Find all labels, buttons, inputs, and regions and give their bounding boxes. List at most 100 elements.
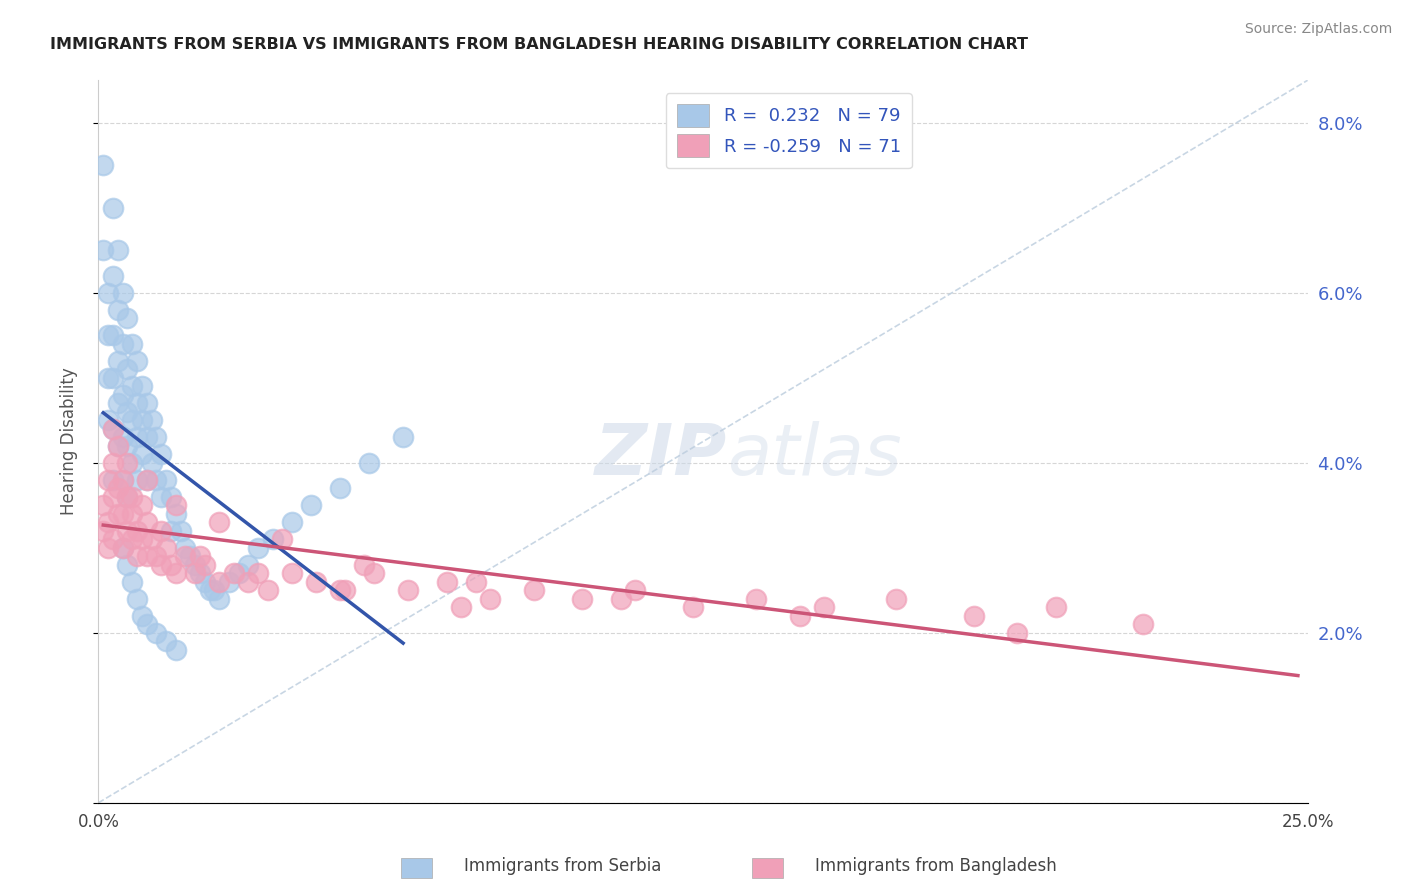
Point (571, 591, 593, 606)
Point (121, 413, 143, 427)
Point (111, 388, 134, 402)
Point (188, 549, 211, 564)
Point (131, 533, 153, 547)
Point (150, 447, 173, 461)
Point (101, 456, 124, 470)
Point (127, 549, 149, 564)
Point (174, 549, 197, 564)
Text: Source: ZipAtlas.com: Source: ZipAtlas.com (1244, 22, 1392, 37)
Point (1045, 600, 1067, 615)
Point (208, 574, 231, 589)
Point (479, 591, 502, 606)
Point (91, 498, 114, 512)
Point (218, 574, 240, 589)
Point (789, 608, 811, 623)
Point (111, 507, 134, 521)
Point (165, 507, 187, 521)
Point (117, 490, 139, 504)
Point (281, 566, 304, 581)
Point (247, 566, 270, 581)
Point (222, 566, 245, 581)
Point (127, 524, 149, 538)
Text: IMMIGRANTS FROM SERBIA VS IMMIGRANTS FROM BANGLADESH HEARING DISABILITY CORRELAT: IMMIGRANTS FROM SERBIA VS IMMIGRANTS FRO… (51, 37, 1028, 52)
Y-axis label: Hearing Disability: Hearing Disability (59, 368, 77, 516)
Point (127, 396, 149, 410)
Point (131, 413, 153, 427)
Point (101, 422, 124, 436)
Point (101, 268, 124, 283)
Point (160, 558, 183, 572)
Point (127, 353, 149, 368)
Point (682, 600, 704, 615)
Point (117, 439, 139, 453)
Point (353, 558, 375, 572)
Point (121, 456, 143, 470)
Point (745, 591, 768, 606)
Point (117, 558, 139, 572)
Point (111, 541, 134, 555)
Point (131, 498, 153, 512)
Point (208, 516, 231, 530)
Point (111, 285, 134, 300)
Point (155, 473, 177, 487)
Point (169, 524, 191, 538)
Point (262, 533, 284, 547)
Point (91, 158, 114, 172)
Point (101, 201, 124, 215)
Point (363, 566, 385, 581)
Point (1007, 625, 1029, 640)
Point (247, 541, 270, 555)
Point (359, 456, 381, 470)
Point (228, 566, 250, 581)
Point (121, 507, 143, 521)
Text: atlas: atlas (727, 422, 901, 491)
Point (97, 473, 120, 487)
Point (101, 422, 124, 436)
Point (333, 583, 356, 598)
Point (111, 430, 134, 444)
Point (155, 541, 177, 555)
Point (127, 591, 149, 606)
Point (145, 473, 167, 487)
Point (145, 430, 167, 444)
Point (127, 430, 149, 444)
Point (141, 456, 163, 470)
Text: Immigrants from Bangladesh: Immigrants from Bangladesh (815, 857, 1057, 875)
Point (329, 481, 352, 495)
Text: ZIP: ZIP (595, 422, 727, 491)
Point (436, 574, 458, 589)
Point (117, 362, 139, 376)
Point (107, 481, 129, 495)
Point (1132, 617, 1154, 632)
Point (101, 371, 124, 385)
Point (256, 583, 278, 598)
Point (107, 244, 129, 258)
Point (131, 447, 153, 461)
Point (155, 634, 177, 648)
Point (101, 533, 124, 547)
Point (107, 353, 129, 368)
Point (107, 396, 129, 410)
Point (135, 396, 157, 410)
Point (111, 541, 134, 555)
Point (150, 558, 173, 572)
Point (194, 574, 217, 589)
Point (813, 600, 835, 615)
Point (117, 524, 139, 538)
Point (101, 473, 124, 487)
Point (97, 413, 120, 427)
Point (396, 583, 419, 598)
Point (97, 285, 120, 300)
Text: Immigrants from Serbia: Immigrants from Serbia (464, 857, 661, 875)
Point (184, 558, 207, 572)
Point (117, 490, 139, 504)
Point (299, 498, 322, 512)
Point (135, 617, 157, 632)
Point (127, 473, 149, 487)
Point (97, 371, 120, 385)
Point (111, 473, 134, 487)
Point (179, 549, 201, 564)
Point (160, 490, 183, 504)
Point (117, 456, 139, 470)
Point (610, 591, 633, 606)
